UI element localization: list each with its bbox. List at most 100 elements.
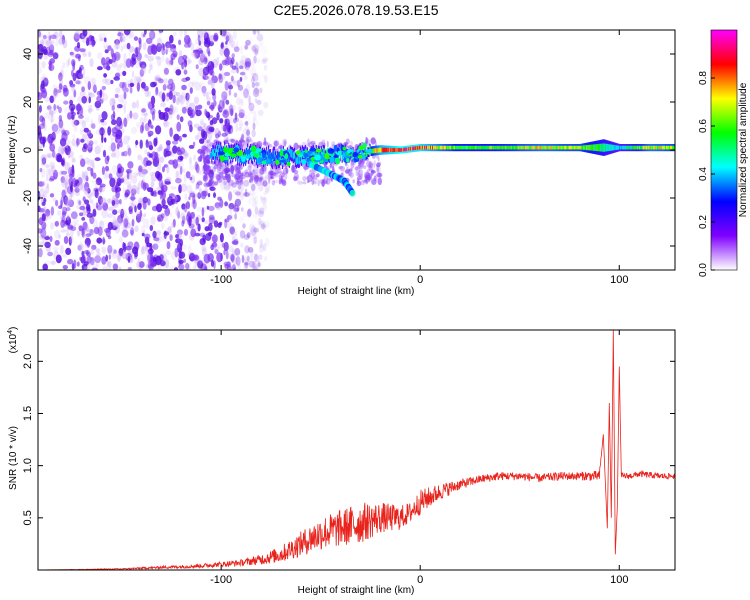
spectrogram-halo-point [362,179,369,184]
spectrogram-track-core [339,152,341,159]
spectrogram-track-core [465,145,467,150]
spectrogram-noise-point [240,113,247,120]
spectrogram-track-core [373,148,375,154]
spectrogram-track-core [481,145,484,150]
spectrogram-halo-point [370,169,374,176]
spectrogram-noise-point [162,213,169,218]
spectrogram-noise-point [262,196,267,201]
spectrogram-noise-point [243,257,249,262]
spectrogram-noise-point [170,106,177,113]
spectrogram-halo-point [368,162,373,171]
spectrogram-noise-point [82,210,86,217]
spectrogram-track-blob [342,152,346,158]
spectrogram-noise-point [228,245,234,253]
spectrogram-noise-point [60,229,67,233]
spectrogram-noise-point [171,108,175,116]
spectrogram-noise-point [92,124,95,129]
spectrogram-noise-point [126,113,130,122]
spectrogram-track-core [536,145,538,150]
spectrogram-noise-point [79,48,86,53]
spectrogram-noise-point [38,208,46,213]
spectrogram-noise-point [251,261,257,270]
spectrogram-track-core [553,145,555,150]
spectrogram-track-core [217,149,219,157]
spectrogram-halo-point [357,178,360,185]
spectrogram-halo-point [224,166,231,173]
spectrogram-halo-point [231,165,237,171]
spectrogram-halo-point [202,174,209,183]
spectrogram-noise-point [115,136,123,144]
spectrogram-halo-point [348,168,351,177]
spectrogram-noise-point [130,58,135,68]
spectrogram-halo-point [284,173,288,180]
spectrogram-track-core [542,145,544,150]
spectrogram-track-core [503,145,505,150]
spectrogram-noise-point [123,104,126,114]
spectrogram-track-core [471,145,473,150]
spectrogram-noise-point [77,95,84,104]
spectrogram-track-core [556,145,558,150]
spectrogram-noise-point [195,134,199,141]
spectrogram-track-core [334,155,336,161]
spectrogram-noise-point [46,183,49,189]
spectrogram-halo-point [221,164,228,171]
spectrogram-noise-point [98,114,102,124]
spectrogram-track-core [291,150,293,158]
spectrogram-noise-point [231,254,235,263]
spectrogram-halo-point [205,139,210,144]
spectrogram-noise-point [239,215,245,225]
spectrogram-track-core [595,144,597,151]
spectrogram-track-core [560,145,562,150]
spectrogram-noise-point [104,165,110,172]
spectrogram-noise-point [219,118,224,124]
spectrogram-noise-point [155,43,163,53]
spectrogram-noise-point [85,175,89,182]
spectrogram-track-core [313,151,315,158]
spectrogram-noise-point [46,106,53,111]
spectrogram-noise-point [75,104,82,112]
spectrogram-noise-point [158,30,164,33]
spectrogram-track-core [507,145,509,150]
spectrogram-track-core [663,145,665,150]
spectrogram-noise-point [162,234,168,243]
spectrogram-noise-point [155,56,161,60]
spectrogram-noise-point [102,77,108,84]
spectrogram-noise-point [64,161,70,171]
spectrogram-noise-point [94,145,101,155]
colorbar-tick-label: 0.6 [698,119,709,133]
spectrogram-noise-point [142,42,147,51]
spectrogram-track-core [609,144,611,151]
spectrogram-noise-point [144,233,151,240]
spectrogram-noise-point [175,241,181,249]
spectrogram-noise-point [184,30,187,38]
spectrogram-halo-point [235,181,240,185]
spectrogram-noise-point [127,135,131,140]
spectrogram-track-blob [279,159,287,163]
spectrogram-noise-point [209,119,214,126]
spectrogram-track-core [639,145,641,150]
spectrogram-noise-point [260,45,268,55]
spectrogram-noise-point [243,192,250,197]
spectrogram-noise-point [160,102,166,108]
spectrogram-track-blob [324,152,329,159]
spectrogram-noise-point [84,229,88,233]
spectrogram-halo-point [302,181,307,185]
spectrogram-noise-point [178,39,182,46]
spectrogram-track-core [576,145,578,150]
spectrogram-track-core [440,145,442,150]
spectrogram-noise-point [120,45,124,52]
spectrogram-noise-point [143,218,150,229]
spectrogram-track-core [260,152,263,161]
spectrogram-noise-point [217,196,222,201]
spectrogram-track-blob [220,156,225,162]
spectrogram-noise-point [176,114,180,120]
spectrogram-track-core [524,145,526,150]
spectrogram-noise-point [78,72,85,79]
spectrogram-noise-point [102,39,109,50]
spectrogram-noise-point [155,77,158,82]
spectrogram-noise-point [95,259,100,268]
spectrogram-noise-point [88,142,92,150]
spectrogram-noise-point [221,91,228,97]
spectrogram-noise-point [143,213,147,217]
spectrogram-track-core [393,148,395,152]
